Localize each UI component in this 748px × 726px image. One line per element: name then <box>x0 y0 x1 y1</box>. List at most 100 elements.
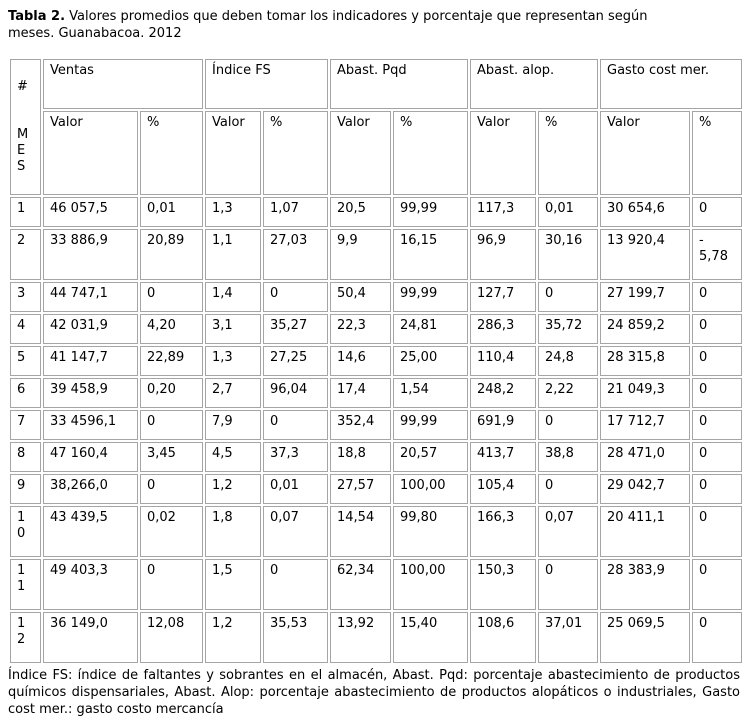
value-cell: 96,9 <box>470 229 536 280</box>
subheader-percent: % <box>140 111 203 195</box>
month-hash-label: # <box>17 79 28 94</box>
value-cell: 44 747,1 <box>43 282 138 312</box>
table-group-header-row: # M E S Ventas Índice FS Abast. Pqd Abast. … <box>10 59 743 195</box>
value-cell: 2,22 <box>538 378 599 408</box>
value-cell: 28 471,0 <box>600 442 691 472</box>
table-caption: Tabla 2. Valores promedios que deben tom… <box>8 8 740 42</box>
value-cell: 25,00 <box>393 346 468 376</box>
table-row: 1 46 057,5 0,01 1,3 1,07 20,5 99,99 117,3 0,01 30… <box>10 197 743 227</box>
value-cell: 38,266,0 <box>43 474 138 504</box>
table-row: 3 44 747,1 0 1,4 0 50,4 99,99 127,7 0 27 199,7 0 <box>10 282 743 312</box>
value-cell: 22,3 <box>330 314 391 344</box>
month-number-cell: 9 <box>10 474 41 504</box>
value-cell: - 5,78 <box>692 229 743 280</box>
value-cell: 20,5 <box>330 197 391 227</box>
value-cell: 37,01 <box>538 612 599 663</box>
value-cell: 38,8 <box>538 442 599 472</box>
value-cell: 0 <box>692 442 743 472</box>
month-number-cell: 1 <box>10 197 41 227</box>
value-cell: 46 057,5 <box>43 197 138 227</box>
value-cell: 99,99 <box>393 282 468 312</box>
value-cell: 42 031,9 <box>43 314 138 344</box>
value-cell: 14,54 <box>330 506 391 557</box>
value-cell: 50,4 <box>330 282 391 312</box>
table-row: 5 41 147,7 22,89 1,3 27,25 14,6 25,00 110,4 24,8… <box>10 346 743 376</box>
value-cell: 1,4 <box>205 282 261 312</box>
value-cell: 62,34 <box>330 559 391 610</box>
value-cell: 37,3 <box>263 442 328 472</box>
subheader-percent: % <box>393 111 468 195</box>
value-cell: 0 <box>140 474 203 504</box>
value-cell: 33 4596,1 <box>43 410 138 440</box>
month-number-cell: 4 <box>10 314 41 344</box>
value-cell: 105,4 <box>470 474 536 504</box>
group-header-gasto-cost-mer: Gasto cost mer. <box>600 59 743 110</box>
value-cell: 1,8 <box>205 506 261 557</box>
table-row: 8 47 160,4 3,45 4,5 37,3 18,8 20,57 413,7 38,8 28… <box>10 442 743 472</box>
value-cell: 12,08 <box>140 612 203 663</box>
value-cell: 27 199,7 <box>600 282 691 312</box>
value-cell: 33 886,9 <box>43 229 138 280</box>
value-cell: 0,07 <box>538 506 599 557</box>
value-cell: 1,54 <box>393 378 468 408</box>
value-cell: 0 <box>692 378 743 408</box>
month-number-cell: 2 <box>10 229 41 280</box>
value-cell: 352,4 <box>330 410 391 440</box>
value-cell: 3,45 <box>140 442 203 472</box>
value-cell: 36 149,0 <box>43 612 138 663</box>
value-cell: 21 049,3 <box>600 378 691 408</box>
value-cell: 28 315,8 <box>600 346 691 376</box>
value-cell: 24,8 <box>538 346 599 376</box>
month-number-cell: 1 2 <box>10 612 41 663</box>
value-cell: 4,20 <box>140 314 203 344</box>
group-header-abast-alop: Abast. alop. <box>470 59 599 110</box>
value-cell: 25 069,5 <box>600 612 691 663</box>
value-cell: 0 <box>692 346 743 376</box>
value-cell: 0,07 <box>263 506 328 557</box>
month-number-cell: 1 1 <box>10 559 41 610</box>
value-cell: 0 <box>263 559 328 610</box>
value-cell: 110,4 <box>470 346 536 376</box>
month-number-cell: 8 <box>10 442 41 472</box>
value-cell: 1,3 <box>205 346 261 376</box>
value-cell: 1,07 <box>263 197 328 227</box>
table-row: 1 0 43 439,5 0,02 1,8 0,07 14,54 99,80 166,3 0,0… <box>10 506 743 557</box>
subheader-valor: Valor <box>470 111 536 195</box>
value-cell: 100,00 <box>393 559 468 610</box>
value-cell: 117,3 <box>470 197 536 227</box>
value-cell: 0 <box>692 314 743 344</box>
month-mes-label: M E S <box>17 127 29 174</box>
value-cell: 0,01 <box>538 197 599 227</box>
value-cell: 2,7 <box>205 378 261 408</box>
value-cell: 0 <box>140 559 203 610</box>
value-cell: 27,25 <box>263 346 328 376</box>
table-row: 1 1 49 403,3 0 1,5 0 62,34 100,00 150,3 0 28 383,… <box>10 559 743 610</box>
value-cell: 39 458,9 <box>43 378 138 408</box>
month-number-cell: 3 <box>10 282 41 312</box>
value-cell: 35,72 <box>538 314 599 344</box>
table-caption-number: Tabla 2. <box>8 9 66 24</box>
value-cell: 16,15 <box>393 229 468 280</box>
value-cell: 0 <box>692 506 743 557</box>
value-cell: 30 654,6 <box>600 197 691 227</box>
value-cell: 0 <box>140 410 203 440</box>
value-cell: 13,92 <box>330 612 391 663</box>
value-cell: 35,53 <box>263 612 328 663</box>
table-row: 4 42 031,9 4,20 3,1 35,27 22,3 24,81 286,3 35,72… <box>10 314 743 344</box>
value-cell: 0,01 <box>140 197 203 227</box>
value-cell: 15,40 <box>393 612 468 663</box>
value-cell: 1,1 <box>205 229 261 280</box>
value-cell: 20 411,1 <box>600 506 691 557</box>
value-cell: 0 <box>538 282 599 312</box>
value-cell: 0 <box>692 559 743 610</box>
value-cell: 0 <box>140 282 203 312</box>
value-cell: 96,04 <box>263 378 328 408</box>
value-cell: 166,3 <box>470 506 536 557</box>
value-cell: 100,00 <box>393 474 468 504</box>
subheader-valor: Valor <box>205 111 261 195</box>
value-cell: 41 147,7 <box>43 346 138 376</box>
value-cell: 17 712,7 <box>600 410 691 440</box>
value-cell: 7,9 <box>205 410 261 440</box>
value-cell: 0 <box>538 410 599 440</box>
